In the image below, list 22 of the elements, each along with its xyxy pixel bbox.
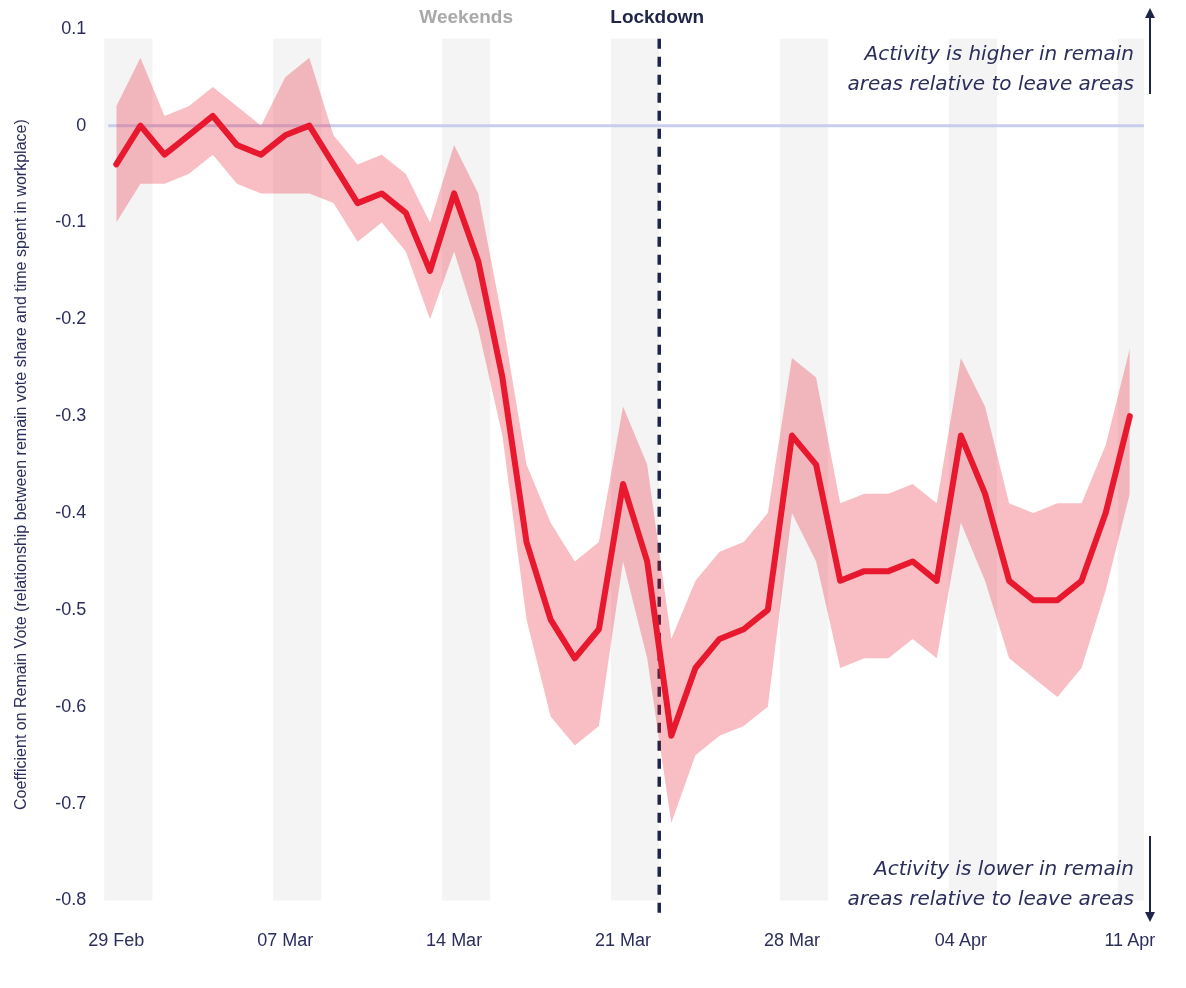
y-tick-label: -0.5	[55, 598, 87, 619]
y-tick-label: -0.1	[55, 211, 87, 232]
x-tick-label: 11 Apr	[1104, 930, 1156, 951]
y-tick-label: 0	[76, 114, 87, 135]
y-axis-title: Coefficient on Remain Vote (relationship between remain vote share and time spent in workplace)	[12, 119, 30, 810]
y-tick-label: -0.4	[55, 501, 87, 522]
x-tick-label: 21 Mar	[595, 930, 652, 951]
annotation: Activity is higher in remain areas relative to leave areas	[846, 40, 1134, 97]
x-tick-label: 28 Mar	[763, 930, 820, 951]
y-tick-label: -0.6	[55, 695, 87, 716]
y-tick-label: -0.8	[55, 889, 87, 910]
y-tick-label: 0.1	[61, 17, 87, 38]
y-tick-label: -0.3	[55, 405, 87, 426]
x-tick-label: 04 Apr	[934, 930, 987, 951]
x-tick-label: 07 Mar	[257, 930, 314, 951]
x-tick-label: 14 Mar	[426, 930, 483, 951]
band-label: Weekends	[419, 5, 514, 27]
x-tick-label: 29 Feb	[88, 930, 145, 951]
y-tick-label: -0.7	[55, 792, 87, 813]
annotation: Activity is lower in remain areas relative to leave areas	[846, 855, 1134, 912]
y-tick-label: -0.2	[55, 308, 87, 329]
ref-line-label: Lockdown	[610, 5, 705, 27]
